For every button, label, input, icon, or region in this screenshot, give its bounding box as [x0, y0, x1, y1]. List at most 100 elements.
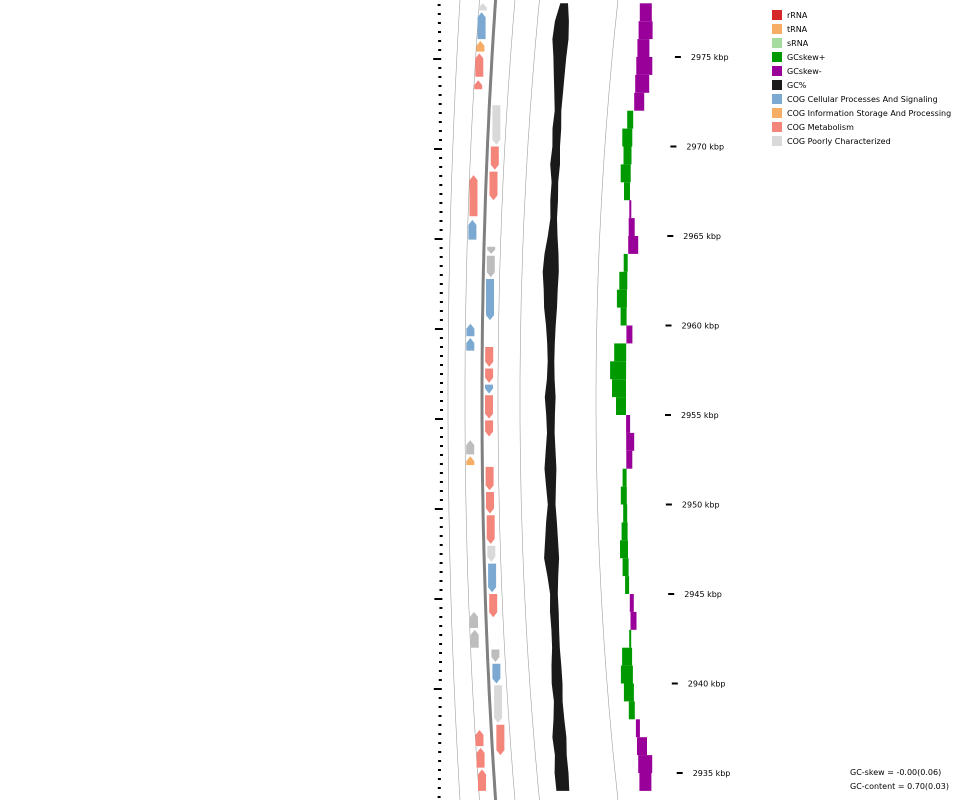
- track-guide-line: [519, 0, 540, 800]
- kbp-tick-label: 2960 kbp: [682, 322, 720, 331]
- ruler-tick: [438, 130, 442, 132]
- gene-arrow: [485, 368, 494, 383]
- legend-label: GC%: [787, 80, 807, 90]
- legend-item: COG Metabolism: [772, 120, 951, 134]
- gc-skew-bar: [629, 200, 632, 219]
- legend-item: COG Poorly Characterized: [772, 134, 951, 148]
- ruler-tick: [440, 382, 443, 384]
- ruler-tick: [439, 337, 443, 339]
- gc-skew-bar: [614, 343, 627, 362]
- gc-skew-stat: GC-skew = -0.00(0.06): [850, 768, 942, 777]
- gc-skew-bar: [625, 576, 630, 594]
- ruler-tick: [437, 4, 441, 6]
- ruler-tick: [438, 733, 442, 735]
- gene-arrow: [488, 563, 497, 593]
- gene-arrow: [476, 747, 485, 768]
- ruler-tick: [440, 409, 443, 411]
- gc-skew-bar: [616, 397, 626, 415]
- legend-swatch: [772, 52, 782, 62]
- gc-skew-bar: [620, 307, 627, 326]
- legend-item: GC%: [772, 78, 951, 92]
- ruler-tick: [438, 724, 442, 726]
- ruler-tick: [437, 22, 441, 24]
- gc-skew-bar: [624, 182, 630, 201]
- gc-skew-bar: [623, 683, 634, 702]
- gc-skew-bar: [622, 128, 633, 147]
- kbp-major-tick: [676, 772, 683, 774]
- gene-arrow: [474, 80, 483, 90]
- ruler-tick: [440, 355, 443, 357]
- gc-skew-bar: [616, 289, 627, 308]
- ruler-tick: [438, 94, 442, 96]
- ruler-tick: [439, 229, 443, 231]
- gc-skew-bar: [619, 271, 628, 290]
- ruler-tick: [434, 238, 443, 240]
- track-guide-line: [464, 0, 480, 800]
- ruler-tick: [439, 571, 443, 573]
- ruler-tick: [439, 193, 443, 195]
- ruler-tick: [439, 184, 443, 186]
- forward-strand-genes-track: [485, 105, 505, 756]
- gene-arrow: [496, 724, 505, 756]
- gene-arrow: [489, 171, 498, 201]
- ruler-tick: [440, 400, 443, 402]
- ruler-tick: [438, 103, 442, 105]
- gc-skew-bar: [630, 611, 637, 630]
- gc-skew-bar: [637, 39, 650, 57]
- ruler-tick: [438, 49, 442, 51]
- ruler-tick: [437, 787, 441, 789]
- ruler-tick: [439, 166, 443, 168]
- kbp-ruler: [433, 4, 443, 798]
- gc-skew-bar: [637, 737, 647, 756]
- ruler-tick: [438, 670, 442, 672]
- gene-arrow: [489, 594, 498, 618]
- backbone-line: [480, 0, 498, 800]
- gc-skew-bar: [635, 719, 640, 738]
- gene-arrow: [478, 3, 487, 11]
- legend-swatch: [772, 38, 782, 48]
- gene-arrow: [492, 105, 501, 145]
- gene-arrow: [478, 769, 486, 791]
- gene-arrow: [485, 384, 493, 394]
- ruler-tick: [439, 562, 443, 564]
- gc-skew-bar: [622, 558, 629, 577]
- gene-arrow: [492, 663, 501, 684]
- gene-arrow: [466, 338, 475, 351]
- gene-arrow: [468, 219, 477, 240]
- ruler-tick: [439, 661, 442, 663]
- ruler-tick: [440, 391, 443, 393]
- gene-arrow: [485, 347, 494, 367]
- ruler-tick: [434, 328, 443, 330]
- gc-content-track: [542, 3, 570, 791]
- gene-arrow: [475, 53, 484, 77]
- gc-skew-bar: [639, 3, 652, 22]
- gene-arrow: [466, 440, 475, 455]
- ruler-tick: [439, 202, 443, 204]
- gene-arrow: [485, 466, 494, 491]
- ruler-tick: [440, 445, 443, 447]
- legend-label: COG Metabolism: [787, 122, 854, 132]
- ruler-tick: [434, 508, 443, 510]
- ruler-tick: [434, 148, 442, 150]
- legend-item: tRNA: [772, 22, 951, 36]
- ruler-tick: [439, 643, 443, 645]
- ruler-tick: [439, 274, 443, 276]
- ruler-tick: [438, 76, 442, 78]
- legend-swatch: [772, 66, 782, 76]
- ruler-tick: [438, 67, 442, 69]
- ruler-tick: [440, 427, 443, 429]
- ruler-tick: [438, 697, 442, 699]
- ruler-tick: [437, 796, 441, 798]
- ruler-tick: [439, 247, 443, 249]
- ruler-tick: [435, 418, 443, 420]
- gc-skew-bar: [628, 218, 635, 236]
- ruler-tick: [439, 481, 443, 483]
- legend-swatch: [772, 136, 782, 146]
- gc-skew-bar: [629, 594, 634, 612]
- gene-arrow: [485, 420, 494, 437]
- gc-skew-bar: [626, 325, 633, 344]
- legend-swatch: [772, 94, 782, 104]
- kbp-major-tick: [665, 324, 672, 327]
- gc-skew-bar: [626, 415, 631, 433]
